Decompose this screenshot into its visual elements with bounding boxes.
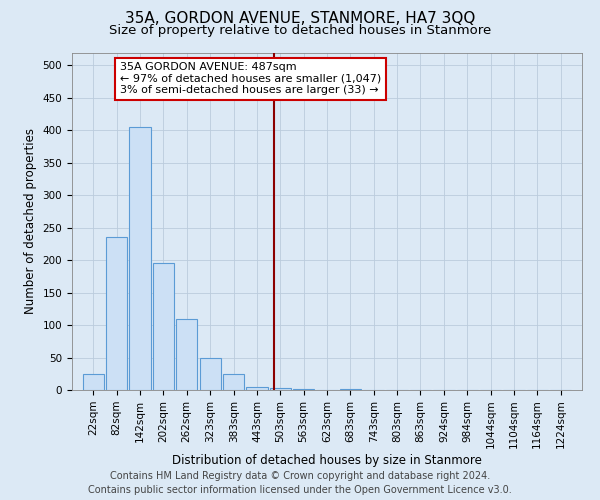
Text: 35A, GORDON AVENUE, STANMORE, HA7 3QQ: 35A, GORDON AVENUE, STANMORE, HA7 3QQ xyxy=(125,11,475,26)
X-axis label: Distribution of detached houses by size in Stanmore: Distribution of detached houses by size … xyxy=(172,454,482,467)
Bar xyxy=(269,388,291,390)
Text: 35A GORDON AVENUE: 487sqm
← 97% of detached houses are smaller (1,047)
3% of sem: 35A GORDON AVENUE: 487sqm ← 97% of detac… xyxy=(120,62,381,96)
Bar xyxy=(200,358,221,390)
Bar xyxy=(83,374,104,390)
Bar xyxy=(106,238,127,390)
Text: Contains HM Land Registry data © Crown copyright and database right 2024.
Contai: Contains HM Land Registry data © Crown c… xyxy=(88,471,512,495)
Bar xyxy=(223,374,244,390)
Text: Size of property relative to detached houses in Stanmore: Size of property relative to detached ho… xyxy=(109,24,491,37)
Bar xyxy=(176,318,197,390)
Bar xyxy=(247,387,268,390)
Bar xyxy=(152,264,174,390)
Bar xyxy=(130,127,151,390)
Y-axis label: Number of detached properties: Number of detached properties xyxy=(24,128,37,314)
